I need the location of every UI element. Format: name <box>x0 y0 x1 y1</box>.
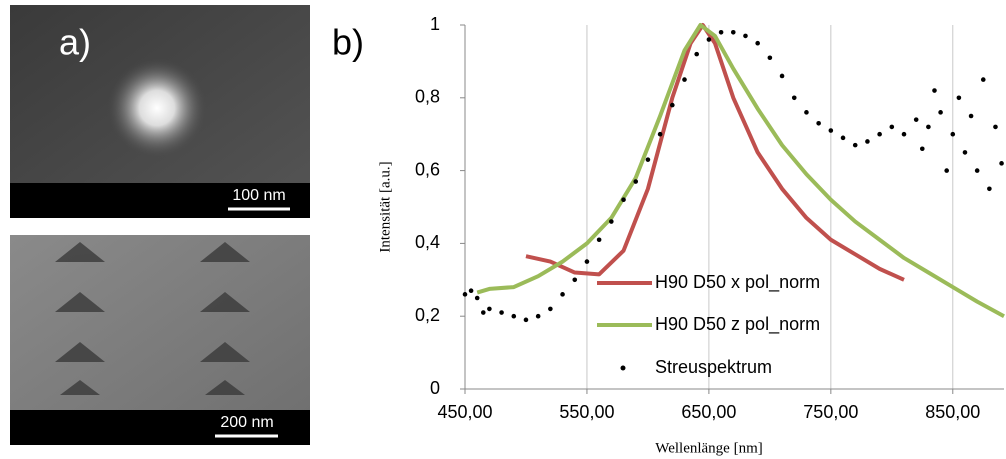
scatter-point <box>816 120 821 126</box>
scatter-point <box>968 113 974 119</box>
x-tick-label: 450,00 <box>437 402 492 422</box>
x-tick-label: 550,00 <box>559 402 614 422</box>
scatter-point <box>804 110 809 115</box>
x-axis-title: Wellenlänge [nm] <box>655 440 763 456</box>
scale-bar-label: 100 nm <box>232 187 285 204</box>
y-tick-label: 0 <box>430 378 440 398</box>
scatter-point <box>621 197 626 203</box>
scatter-point <box>999 161 1004 166</box>
scatter-point <box>828 128 834 133</box>
scatter-point <box>462 292 468 297</box>
y-axis-title: Intensität [a.u.] <box>377 161 393 252</box>
line <box>525 23 905 282</box>
scatter-point <box>596 237 602 243</box>
scatter-point <box>852 142 858 148</box>
y-tick-label: 0,4 <box>415 232 440 252</box>
scatter-point <box>535 313 541 319</box>
scatter-point <box>889 124 895 130</box>
sem-image-bottom: 200 nm <box>10 235 310 445</box>
scatter-point <box>670 102 675 108</box>
scatter-point <box>548 306 553 312</box>
y-tick-label: 0,2 <box>415 305 440 325</box>
scatter-point <box>919 146 925 152</box>
scatter-point <box>767 55 773 61</box>
legend-label: Streuspektrum <box>655 357 772 377</box>
scatter-point <box>584 259 590 264</box>
scatter-point <box>962 150 968 155</box>
scatter-point <box>487 306 492 312</box>
scatter-point <box>657 131 663 137</box>
panel-label: b) <box>332 22 364 63</box>
scatter-point <box>730 29 736 35</box>
x-tick-label: 750,00 <box>803 402 858 422</box>
scatter-point <box>706 37 712 42</box>
scatter-point <box>913 117 919 122</box>
scatter-point <box>840 135 846 141</box>
scatter-point <box>511 313 517 319</box>
panel-label: a) <box>59 22 91 63</box>
scatter-point <box>944 168 949 173</box>
scatter-point <box>877 131 882 137</box>
scatter-point <box>865 139 870 144</box>
scatter-point <box>718 29 724 35</box>
scatter-point <box>974 168 980 173</box>
legend-label: H90 D50 x pol_norm <box>655 272 820 293</box>
scatter-point <box>987 186 992 192</box>
scatter-point <box>743 33 748 39</box>
scatter-point <box>480 310 486 315</box>
sem-image-top: 100 nm <box>10 5 310 218</box>
scatter-point <box>956 95 962 101</box>
scatter-point <box>499 310 504 315</box>
y-tick-label: 1 <box>430 14 440 34</box>
scatter-point <box>980 77 986 82</box>
scatter-point <box>932 88 937 93</box>
y-tick-label: 0,8 <box>415 87 440 107</box>
scatter-point <box>645 157 651 162</box>
line <box>476 23 1005 318</box>
scatter-point <box>694 51 699 57</box>
scatter-point <box>572 277 578 283</box>
scatter-point <box>633 179 639 184</box>
scale-bar-label: 200 nm <box>220 414 273 431</box>
scatter-point <box>791 95 797 101</box>
x-tick-label: 650,00 <box>681 402 736 422</box>
scatter-point <box>609 219 614 224</box>
scatter-point <box>560 292 565 297</box>
scatter-point <box>474 295 480 301</box>
y-tick-label: 0,6 <box>415 159 440 179</box>
scatter-point <box>682 77 687 82</box>
x-tick-label: 850,00 <box>925 402 980 422</box>
scatter-point <box>993 124 998 130</box>
scatter-point <box>468 288 474 294</box>
scatter-point <box>938 110 943 115</box>
scatter-point <box>926 124 931 130</box>
scatter-point <box>901 131 907 137</box>
legend-marker <box>620 365 626 371</box>
legend-label: H90 D50 z pol_norm <box>655 314 820 335</box>
scatter-point <box>755 40 760 46</box>
scatter-point <box>950 131 956 137</box>
scatter-point <box>779 73 785 79</box>
scatter-point <box>523 317 529 323</box>
